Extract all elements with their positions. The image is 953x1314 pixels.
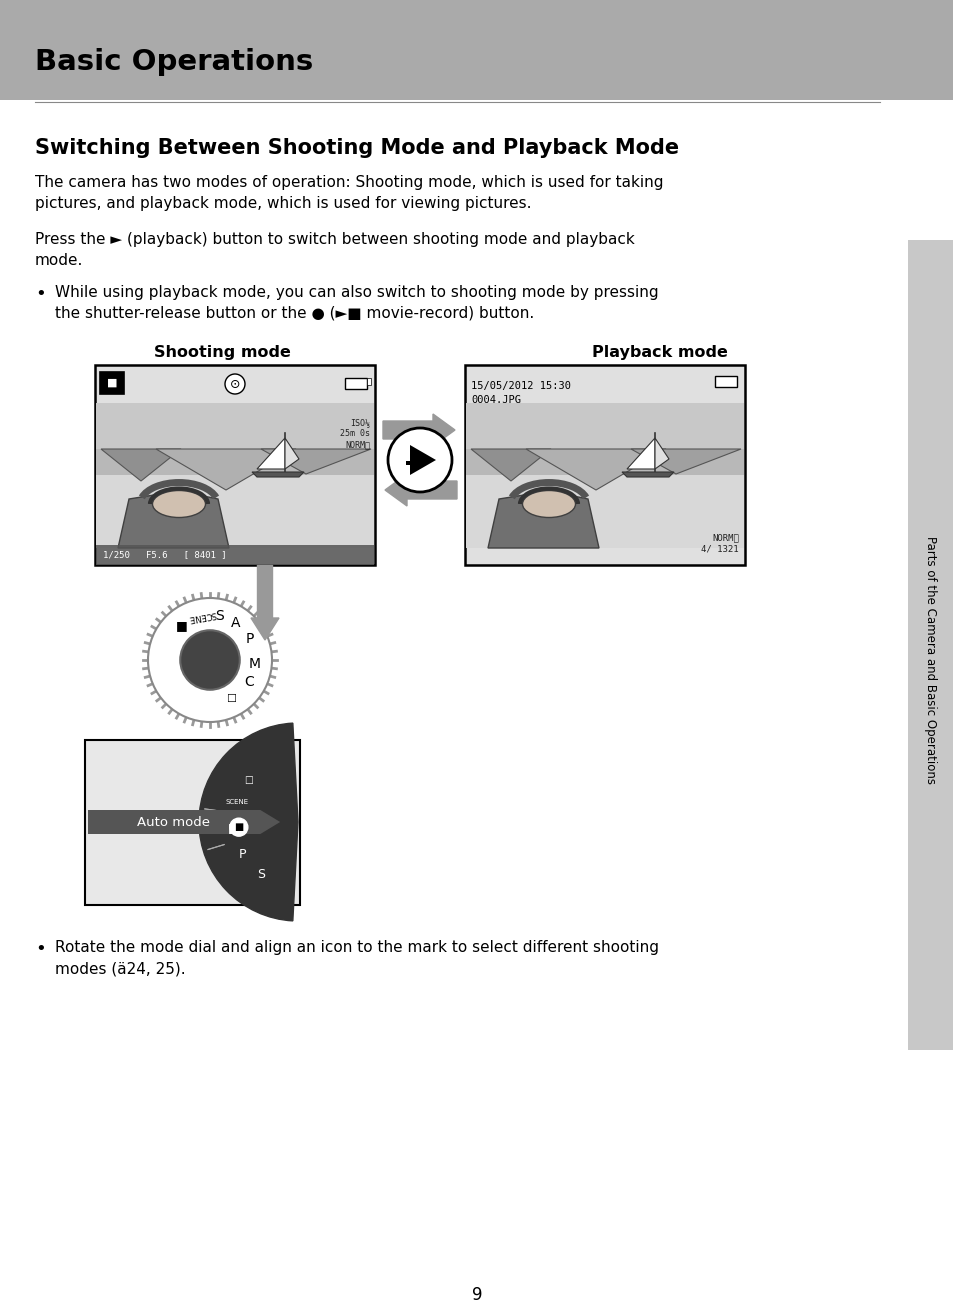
FancyBboxPatch shape — [464, 365, 744, 565]
Text: Rotate the mode dial and align an icon to the mark to select different shooting
: Rotate the mode dial and align an icon t… — [55, 940, 659, 976]
Text: Parts of the Camera and Basic Operations: Parts of the Camera and Basic Operations — [923, 536, 937, 784]
Polygon shape — [118, 491, 229, 548]
Polygon shape — [655, 438, 668, 469]
Text: P: P — [238, 848, 246, 861]
FancyBboxPatch shape — [270, 749, 292, 759]
Text: The camera has two modes of operation: Shooting mode, which is used for taking
p: The camera has two modes of operation: S… — [35, 175, 662, 212]
Polygon shape — [525, 449, 665, 490]
FancyBboxPatch shape — [0, 0, 953, 100]
Text: NORM正
4/ 1321: NORM正 4/ 1321 — [700, 533, 739, 553]
Ellipse shape — [522, 490, 575, 518]
Wedge shape — [199, 723, 297, 921]
Polygon shape — [630, 449, 740, 474]
FancyBboxPatch shape — [85, 740, 299, 905]
FancyArrow shape — [251, 565, 278, 640]
FancyBboxPatch shape — [345, 378, 367, 389]
Text: ■: ■ — [175, 619, 187, 632]
Text: ■: ■ — [233, 823, 243, 832]
Text: P: P — [245, 632, 253, 646]
Text: •: • — [35, 285, 46, 304]
Text: Basic Operations: Basic Operations — [35, 49, 313, 76]
Text: •: • — [35, 940, 46, 958]
FancyBboxPatch shape — [714, 376, 737, 388]
FancyBboxPatch shape — [465, 403, 743, 548]
FancyBboxPatch shape — [406, 461, 410, 465]
FancyArrow shape — [385, 474, 456, 506]
Polygon shape — [471, 449, 551, 481]
Polygon shape — [261, 449, 371, 474]
FancyBboxPatch shape — [100, 372, 124, 394]
Polygon shape — [285, 438, 298, 469]
Text: ■: ■ — [107, 378, 117, 388]
FancyArrow shape — [382, 414, 455, 445]
Text: ⊙: ⊙ — [230, 377, 240, 390]
Text: ☐: ☐ — [226, 694, 235, 704]
Text: 15/05/2012 15:30: 15/05/2012 15:30 — [471, 381, 571, 392]
Polygon shape — [488, 491, 598, 548]
Text: 9: 9 — [471, 1286, 482, 1303]
FancyBboxPatch shape — [96, 403, 374, 449]
Text: M: M — [248, 657, 260, 671]
FancyBboxPatch shape — [96, 403, 374, 548]
Polygon shape — [252, 472, 304, 477]
Circle shape — [388, 428, 452, 491]
Circle shape — [180, 631, 239, 690]
Polygon shape — [256, 438, 285, 469]
Text: Switching Between Shooting Mode and Playback Mode: Switching Between Shooting Mode and Play… — [35, 138, 679, 158]
Polygon shape — [621, 472, 673, 477]
Text: S: S — [256, 869, 265, 882]
FancyBboxPatch shape — [96, 545, 374, 565]
Circle shape — [230, 819, 248, 836]
Text: Playback mode: Playback mode — [592, 344, 727, 360]
Text: C: C — [244, 675, 253, 690]
Text: ☐: ☐ — [244, 775, 253, 786]
Text: A: A — [231, 616, 240, 631]
Text: Shooting mode: Shooting mode — [153, 344, 290, 360]
Polygon shape — [410, 445, 436, 474]
Circle shape — [148, 598, 272, 721]
FancyBboxPatch shape — [96, 449, 374, 474]
FancyBboxPatch shape — [907, 240, 953, 1050]
Text: Press the ► (playback) button to switch between shooting mode and playback
mode.: Press the ► (playback) button to switch … — [35, 233, 634, 268]
Circle shape — [225, 374, 245, 394]
Text: S: S — [214, 610, 223, 623]
Text: 1/250   F5.6   [ 8401 ]: 1/250 F5.6 [ 8401 ] — [103, 551, 227, 560]
Text: ■: ■ — [228, 821, 239, 834]
Polygon shape — [156, 449, 295, 490]
FancyBboxPatch shape — [367, 378, 371, 385]
Text: While using playback mode, you can also switch to shooting mode by pressing
the : While using playback mode, you can also … — [55, 285, 658, 321]
FancyBboxPatch shape — [465, 449, 743, 474]
Polygon shape — [101, 449, 181, 481]
Text: SCENE: SCENE — [225, 799, 248, 805]
Text: ISO⅕
25m 0s
NORM正: ISO⅕ 25m 0s NORM正 — [339, 418, 370, 449]
Text: SCENE: SCENE — [188, 610, 216, 623]
Polygon shape — [88, 809, 280, 834]
Text: 0004.JPG: 0004.JPG — [471, 396, 520, 405]
Ellipse shape — [152, 490, 205, 518]
Text: Auto mode: Auto mode — [137, 816, 211, 829]
Polygon shape — [626, 438, 655, 469]
FancyBboxPatch shape — [465, 403, 743, 449]
FancyBboxPatch shape — [95, 365, 375, 565]
